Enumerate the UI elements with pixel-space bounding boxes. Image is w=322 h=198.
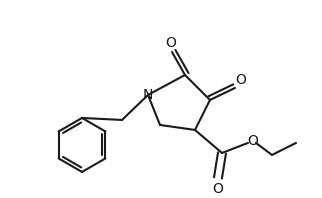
Text: O: O (166, 36, 176, 50)
Text: O: O (235, 73, 246, 87)
Text: N: N (143, 88, 153, 102)
Text: O: O (248, 134, 258, 148)
Text: O: O (213, 182, 223, 196)
